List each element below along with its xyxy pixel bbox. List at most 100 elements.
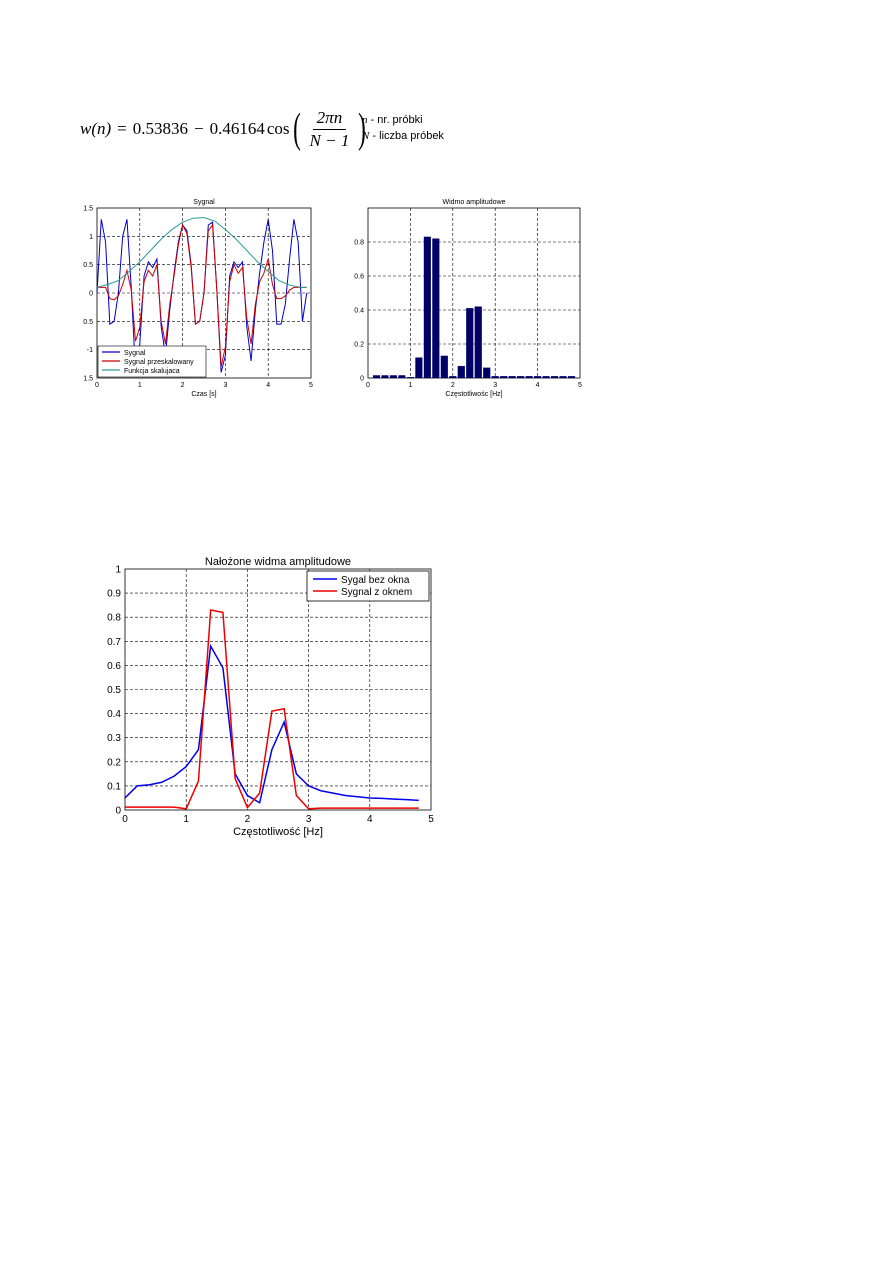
formula-lhs: w(n) (80, 119, 112, 138)
spectrum-bar (398, 375, 406, 379)
signal-xlabel: Czas [s] (191, 391, 216, 398)
spectrum-bar (517, 376, 525, 379)
spectrum-xtick-label: 0 (366, 382, 370, 389)
overlay-xtick-label: 4 (367, 814, 373, 825)
spectrum-bar (567, 376, 576, 379)
overlay-ytick-label: 0.4 (107, 709, 121, 720)
overlay-ytick-label: 0.9 (107, 589, 121, 600)
signal-ytick-label: 1.5 (83, 205, 93, 212)
signal-ytick-label: 0.5 (83, 262, 93, 269)
spectrum-xtick-label: 4 (536, 382, 540, 389)
signal-xtick-label: 1 (138, 382, 142, 389)
overlay-xtick-label: 2 (245, 814, 251, 825)
spectrum-ytick-label: 0.8 (354, 239, 364, 246)
definition-n-symbol: n (362, 114, 368, 126)
signal-ytick-label: -1 (87, 347, 93, 354)
overlay-xtick-label: 0 (122, 814, 128, 825)
spectrum-bar (474, 306, 482, 379)
spectrum-bar (466, 308, 474, 379)
signal-series-line-1 (97, 223, 307, 367)
signal-series-line-2 (96, 217, 307, 288)
definition-n-text: - nr. próbki (367, 114, 423, 126)
signal-xtick-label: 3 (223, 382, 227, 389)
spectrum-bar (500, 376, 508, 379)
spectrum-bar (381, 375, 389, 379)
formula-fraction: 2πn N − 1 (306, 108, 354, 151)
overlay-series-line-0 (124, 643, 419, 804)
spectrum-xtick-label: 3 (493, 382, 497, 389)
formula-left-paren: ( (292, 106, 301, 152)
definition-N-text: - liczba próbek (369, 130, 444, 142)
signal-xtick-label: 5 (309, 382, 313, 389)
formula-numerator: 2πn (312, 108, 347, 130)
spectrum-bar (508, 376, 516, 379)
formula-denominator: N − 1 (309, 130, 350, 150)
spectrum-bar (542, 376, 550, 379)
overlay-ytick-label: 1 (115, 565, 121, 576)
definition-n: n - nr. próbki (362, 114, 423, 126)
overlay-ytick-label: 0.7 (107, 637, 121, 648)
overlay-xlabel: Częstotliwość [Hz] (233, 826, 323, 838)
spectrum-bar (389, 375, 397, 379)
spectrum-bar (483, 367, 491, 379)
signal-ytick-label: 0 (89, 290, 93, 297)
overlay-plot-frame (124, 568, 432, 811)
spectrum-plot-frame (367, 207, 581, 379)
signal-legend-label-2: Funkcja skalujaca (124, 368, 180, 375)
overlay-title: Nałożone widma amplitudowe (205, 556, 351, 568)
spectrum-bar (440, 355, 448, 379)
signal-legend-label-0: Sygnal (124, 350, 146, 357)
spectrum-ytick-label: 0.2 (354, 341, 364, 348)
spectrum-bar (559, 376, 567, 379)
spectrum-bar (551, 376, 559, 379)
formula-equals: = (117, 119, 127, 138)
signal-xtick-label: 2 (181, 382, 185, 389)
spectrum-bar (449, 376, 457, 379)
spectrum-bar (406, 376, 414, 379)
formula-c0: 0.53836 (132, 119, 189, 138)
signal-ytick-label: 1 (89, 234, 93, 241)
signal-title: Sygnal (193, 199, 215, 206)
spectrum-bar (457, 365, 465, 379)
overlay-xtick-label: 1 (183, 814, 189, 825)
overlay-legend-label-0: Sygal bez okna (341, 575, 410, 586)
spectrum-title: Widmo amplitudowe (442, 199, 505, 206)
spectrum-bar (423, 236, 431, 379)
formula-c1: 0.46164 (209, 119, 265, 138)
overlay-ytick-label: 0.2 (107, 757, 121, 768)
spectrum-bar (415, 357, 423, 379)
spectrum-xlabel: Częstotliwośc [Hz] (445, 391, 502, 398)
overlay-legend-label-1: Sygnal z oknem (341, 587, 412, 598)
spectrum-bar (432, 238, 440, 379)
overlay-legend-box (306, 570, 430, 602)
spectrum-ytick-label: 0.6 (354, 273, 364, 280)
spectrum-xtick-label: 5 (578, 382, 582, 389)
overlay-ytick-label: 0.6 (107, 661, 121, 672)
overlay-ytick-label: 0.8 (107, 613, 121, 624)
spectrum-bar (525, 376, 533, 379)
spectrum-xtick-label: 2 (451, 382, 455, 389)
overlay-xtick-label: 3 (306, 814, 312, 825)
formula-minus: − (194, 119, 204, 138)
signal-xtick-label: 0 (95, 382, 99, 389)
spectrum-xtick-label: 1 (408, 382, 412, 389)
hamming-window-formula: w(n) = 0.53836 − 0.46164 cos ( 2πn N − 1… (80, 104, 369, 154)
overlay-ytick-label: 0.1 (107, 781, 121, 792)
signal-legend-label-1: Sygnal przeskalowany (124, 359, 194, 366)
spectrum-ytick-label: 0 (360, 375, 364, 382)
signal-ytick-label: 0.5 (83, 319, 93, 326)
spectrum-bar (491, 376, 499, 379)
signal-xtick-label: 4 (266, 382, 270, 389)
overlay-ytick-label: 0.5 (107, 685, 121, 696)
spectrum-bar (372, 375, 381, 379)
overlay-ytick-label: 0.3 (107, 733, 121, 744)
spectrum-ytick-label: 0.4 (354, 307, 364, 314)
definition-N: N - liczba próbek (362, 130, 444, 142)
signal-ytick-label: 1.5 (83, 375, 93, 382)
overlay-ytick-label: 0 (115, 806, 121, 817)
spectrum-bar (534, 376, 542, 379)
overlay-xtick-label: 5 (428, 814, 434, 825)
formula-cos: cos (266, 119, 290, 138)
overlay-series-line-1 (125, 609, 419, 810)
